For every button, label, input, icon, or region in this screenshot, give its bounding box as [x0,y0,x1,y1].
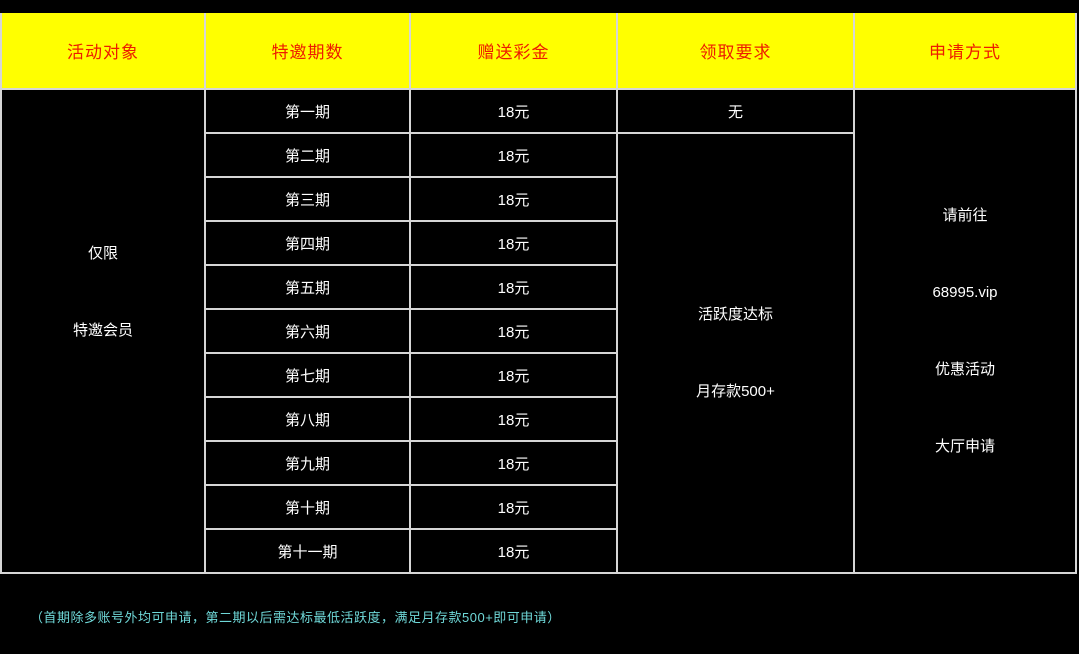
table-row: 第十一期 18元 [0,530,1077,574]
apply-cell: 请前往 68995.vip 优惠活动 大厅申请 [855,90,1077,574]
period-cell: 第五期 [206,266,411,310]
header-row: 活动对象 特邀期数 赠送彩金 领取要求 申请方式 [0,13,1077,90]
audience-cell: 仅限 特邀会员 [0,90,206,574]
column-header-bonus: 赠送彩金 [411,13,618,90]
table-row: 第四期 18元 [0,222,1077,266]
period-cell: 第一期 [206,90,411,134]
apply-stack: 请前往 68995.vip 优惠活动 大厅申请 [855,206,1075,457]
column-header-apply: 申请方式 [855,13,1077,90]
table-row: 第五期 18元 [0,266,1077,310]
bonus-cell: 18元 [411,178,618,222]
bonus-cell: 18元 [411,442,618,486]
audience-stack: 仅限 特邀会员 [2,244,204,418]
table-row: 第六期 18元 [0,310,1077,354]
requirement-stack: 活跃度达标 月存款500+ [618,305,853,402]
period-cell: 第十一期 [206,530,411,574]
bonus-cell: 18元 [411,266,618,310]
bonus-cell: 18元 [411,486,618,530]
column-header-period: 特邀期数 [206,13,411,90]
period-cell: 第二期 [206,134,411,178]
requirement-none-cell: 无 [618,90,855,134]
bonus-cell: 18元 [411,310,618,354]
audience-line-2: 特邀会员 [72,322,133,339]
period-cell: 第八期 [206,398,411,442]
table-row: 第八期 18元 [0,398,1077,442]
table-row: 仅限 特邀会员 第一期 18元 无 请前往 68995.vip 优惠活动 大厅申… [0,90,1077,574]
period-cell: 第十期 [206,486,411,530]
table-row: 第十期 18元 [0,486,1077,530]
bonus-cell: 18元 [411,134,618,178]
period-cell: 第四期 [206,222,411,266]
apply-line-promo: 优惠活动 [934,360,995,378]
apply-line-site: 68995.vip [932,283,998,301]
period-cell: 第九期 [206,442,411,486]
bonus-cell: 18元 [411,90,618,134]
bonus-cell: 18元 [411,222,618,266]
table-row: 第九期 18元 [0,442,1077,486]
table-row: 第二期 18元 活跃度达标 月存款500+ [0,134,1077,574]
requirement-line-activity: 活跃度达标 [697,305,773,323]
period-cell: 第七期 [206,354,411,398]
period-cell: 第三期 [206,178,411,222]
column-header-requirement: 领取要求 [618,13,855,90]
table-row: 第七期 18元 [0,354,1077,398]
table-row: 第三期 18元 [0,178,1077,222]
bonus-cell: 18元 [411,398,618,442]
audience-line-1: 仅限 [87,245,118,262]
page: 活动对象 特邀期数 赠送彩金 领取要求 申请方式 仅限 特邀会员 第一期 18元… [0,13,1079,654]
footnote: （首期除多账号外均可申请，第二期以后需达标最低活跃度，满足月存款500+即可申请… [30,610,561,625]
bonus-cell: 18元 [411,354,618,398]
promo-table: 活动对象 特邀期数 赠送彩金 领取要求 申请方式 仅限 特邀会员 第一期 18元… [0,13,1077,574]
period-cell: 第六期 [206,310,411,354]
requirement-cell: 活跃度达标 月存款500+ [618,134,855,574]
bonus-cell: 18元 [411,530,618,574]
requirement-line-deposit: 月存款500+ [696,382,775,400]
audience-spacer [2,398,204,418]
column-header-audience: 活动对象 [0,13,206,90]
apply-line-go: 请前往 [942,206,988,224]
apply-line-hall: 大厅申请 [934,437,995,455]
